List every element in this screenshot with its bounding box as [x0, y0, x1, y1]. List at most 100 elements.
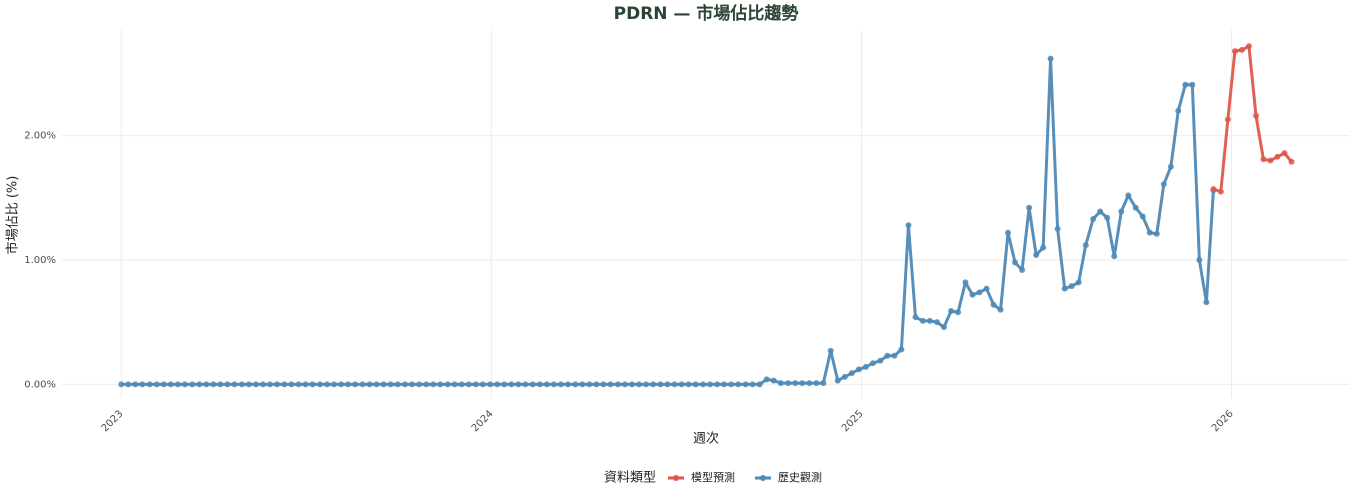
- data-line: [121, 57, 1215, 386]
- data-point: [650, 381, 657, 388]
- data-point: [621, 381, 628, 388]
- data-point: [877, 357, 884, 364]
- data-point: [1146, 229, 1153, 236]
- data-point: [678, 381, 685, 388]
- x-tick-label: 2025: [840, 408, 866, 434]
- data-point: [749, 381, 756, 388]
- data-point: [1047, 55, 1054, 62]
- x-tick-label: 2024: [470, 408, 496, 434]
- data-point: [813, 380, 820, 387]
- data-point: [933, 319, 940, 326]
- data-point: [281, 381, 288, 388]
- data-point: [402, 381, 409, 388]
- data-point: [345, 381, 352, 388]
- data-point: [763, 376, 770, 383]
- chart-title: PDRN — 市場佔比趨勢: [614, 3, 799, 24]
- data-point: [132, 381, 139, 388]
- data-point: [997, 306, 1004, 313]
- data-point: [451, 381, 458, 388]
- data-point: [579, 381, 586, 388]
- data-point: [614, 381, 621, 388]
- data-point: [259, 381, 266, 388]
- data-point: [487, 381, 494, 388]
- data-point: [1167, 163, 1174, 170]
- data-point: [522, 381, 529, 388]
- data-point: [855, 366, 862, 373]
- y-tick-label: 0.00%: [24, 379, 56, 390]
- data-point: [295, 381, 302, 388]
- data-point: [288, 381, 295, 388]
- data-point: [983, 285, 990, 292]
- data-point: [557, 381, 564, 388]
- data-point: [721, 381, 728, 388]
- data-point: [146, 381, 153, 388]
- data-point: [692, 381, 699, 388]
- data-point: [366, 381, 373, 388]
- data-point: [1203, 299, 1210, 306]
- data-point: [210, 381, 217, 388]
- data-point: [160, 381, 167, 388]
- data-point: [1160, 181, 1167, 188]
- data-point: [543, 381, 550, 388]
- data-point: [891, 352, 898, 359]
- data-point: [700, 381, 707, 388]
- legend-swatch: [673, 475, 679, 481]
- data-point: [564, 381, 571, 388]
- data-point: [1224, 116, 1231, 123]
- data-point: [458, 381, 465, 388]
- data-point: [1175, 107, 1182, 114]
- data-point: [430, 381, 437, 388]
- data-point: [139, 381, 146, 388]
- data-point: [600, 381, 607, 388]
- data-point: [735, 381, 742, 388]
- data-point: [926, 317, 933, 324]
- data-point: [479, 381, 486, 388]
- data-point: [224, 381, 231, 388]
- data-point: [245, 381, 252, 388]
- y-axis-title: 市場佔比 (%): [5, 176, 21, 255]
- data-point: [508, 381, 515, 388]
- data-point: [1090, 215, 1097, 222]
- data-point: [1281, 150, 1288, 157]
- data-point: [898, 346, 905, 353]
- data-point: [1139, 213, 1146, 220]
- data-point: [1061, 285, 1068, 292]
- data-point: [820, 380, 827, 387]
- data-point: [905, 222, 912, 229]
- data-point: [267, 381, 274, 388]
- data-point: [1054, 225, 1061, 232]
- data-point: [948, 307, 955, 314]
- data-point: [472, 381, 479, 388]
- data-point: [252, 381, 259, 388]
- data-point: [1260, 156, 1267, 163]
- data-point: [593, 381, 600, 388]
- data-point: [742, 381, 749, 388]
- data-point: [1125, 192, 1132, 199]
- data-point: [841, 373, 848, 380]
- data-point: [1210, 186, 1217, 193]
- data-point: [884, 352, 891, 359]
- data-point: [1118, 208, 1125, 215]
- data-point: [1288, 158, 1295, 165]
- data-point: [1238, 46, 1245, 53]
- data-point: [770, 377, 777, 384]
- legend-label: 歷史觀測: [778, 470, 822, 484]
- data-point: [1189, 81, 1196, 88]
- data-point: [387, 381, 394, 388]
- data-point: [494, 381, 501, 388]
- data-point: [969, 291, 976, 298]
- series: [1210, 43, 1295, 195]
- data-point: [572, 381, 579, 388]
- data-point: [536, 381, 543, 388]
- data-point: [607, 381, 614, 388]
- data-point: [359, 381, 366, 388]
- data-point: [628, 381, 635, 388]
- data-point: [550, 381, 557, 388]
- data-point: [664, 381, 671, 388]
- data-point: [1182, 81, 1189, 88]
- data-point: [501, 381, 508, 388]
- data-point: [1252, 112, 1259, 119]
- data-point: [203, 381, 210, 388]
- data-point: [657, 381, 664, 388]
- data-point: [1217, 188, 1224, 195]
